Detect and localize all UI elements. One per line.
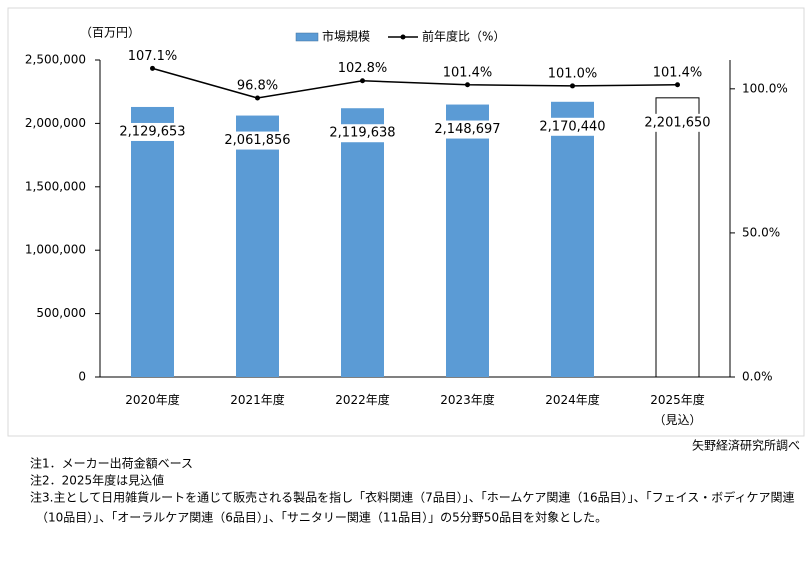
value-label: 2,061,856	[224, 133, 290, 148]
value-label: 2,148,697	[434, 122, 500, 137]
legend-label: 市場規模	[322, 29, 370, 44]
line-value-label: 96.8%	[237, 79, 278, 94]
chart-border	[7, 7, 805, 437]
value-label: 2,201,650	[644, 115, 710, 130]
value-label-bg	[114, 122, 191, 141]
line-value-label: 102.8%	[338, 61, 388, 76]
x-tick-label: 2023年度	[440, 392, 495, 407]
value-label: 2,170,440	[539, 119, 605, 134]
y-tick-label: 2,000,000	[25, 116, 86, 130]
bar	[131, 106, 174, 378]
y-tick-label: 2,500,000	[25, 53, 86, 67]
value-label: 2,129,653	[119, 124, 185, 139]
y-tick-label: 500,000	[36, 306, 86, 320]
bar	[341, 108, 384, 377]
y2-tick-label: 100.0%	[742, 81, 788, 95]
bar	[655, 97, 700, 378]
bar	[446, 104, 489, 377]
line-marker	[360, 78, 365, 84]
note: 注2．2025年度は見込値	[30, 473, 164, 488]
source: 矢野経済研究所調べ	[692, 438, 800, 453]
note: 注1．メーカー出荷金額ベース	[30, 456, 193, 471]
bar	[236, 115, 279, 378]
line-value-label: 101.0%	[548, 66, 598, 81]
x-tick-label: 2022年度	[335, 392, 390, 407]
unit-label: （百万円）	[80, 26, 140, 40]
bar	[551, 101, 594, 377]
x-tick-label: 2021年度	[230, 392, 285, 407]
line-marker	[255, 95, 260, 101]
value-label-bg	[639, 113, 716, 132]
x-tick-label: 2024年度	[545, 392, 600, 407]
note: （10品目）」、「オーラルケア関連（6品目）」、「サニタリー関連（11品目）」の…	[36, 511, 607, 525]
line-marker	[570, 83, 575, 89]
line-value-label: 101.4%	[653, 65, 703, 80]
value-label-bg	[219, 131, 296, 150]
value-label-bg	[534, 117, 611, 136]
legend-label: 前年度比（%）	[422, 29, 505, 44]
line-marker	[465, 82, 470, 88]
y2-tick-label: 0.0%	[742, 370, 773, 384]
value-label-bg	[429, 120, 506, 139]
line	[152, 67, 678, 99]
legend-swatch	[295, 32, 319, 42]
line-value-label: 107.1%	[128, 49, 178, 64]
y-tick-label: 0	[78, 370, 86, 384]
value-label-bg	[324, 124, 401, 143]
line-marker	[150, 65, 155, 71]
note: 注3.主として日用雑貨ルートを通じて販売される製品を指し「衣料関連（7品目）」、…	[30, 490, 794, 505]
x-tick-label: 2020年度	[125, 392, 180, 407]
legend-marker	[400, 34, 406, 40]
y-tick-label: 1,500,000	[25, 179, 86, 193]
x-tick-label: 2025年度（見込）	[650, 392, 705, 427]
line-marker	[675, 82, 680, 88]
y-tick-label: 1,000,000	[25, 243, 86, 257]
line-value-label: 101.4%	[443, 65, 493, 80]
y2-tick-label: 50.0%	[742, 225, 780, 239]
value-label: 2,119,638	[329, 126, 395, 141]
